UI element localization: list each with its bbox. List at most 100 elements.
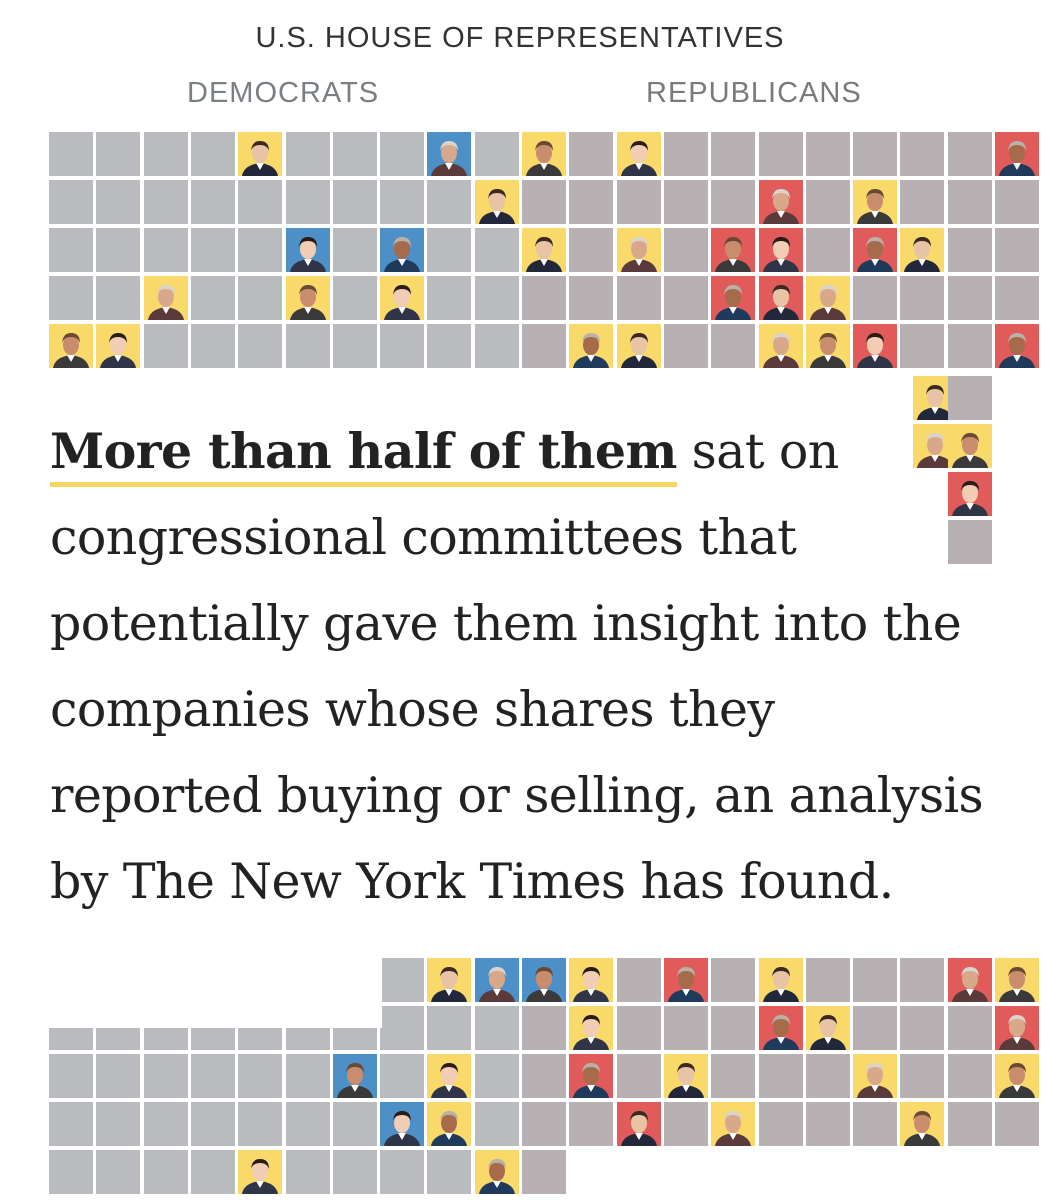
portrait-icon bbox=[616, 228, 661, 272]
text-backdrop bbox=[30, 372, 910, 892]
seat-empty bbox=[238, 1102, 283, 1146]
portrait-icon bbox=[427, 1102, 472, 1146]
seat-empty bbox=[995, 228, 1039, 272]
member-portrait bbox=[805, 1006, 850, 1050]
seat-empty bbox=[711, 1054, 756, 1098]
seat-empty bbox=[947, 180, 992, 224]
seat-empty bbox=[96, 132, 141, 176]
member-portrait bbox=[96, 324, 141, 368]
seat-empty bbox=[143, 1150, 188, 1194]
seat-empty bbox=[947, 132, 992, 176]
portrait-icon bbox=[805, 1006, 850, 1050]
seat-empty bbox=[711, 1006, 756, 1050]
seat-empty bbox=[805, 228, 850, 272]
portrait-icon bbox=[238, 132, 283, 176]
seat-empty bbox=[96, 180, 141, 224]
seat-empty bbox=[190, 324, 235, 368]
member-portrait bbox=[900, 228, 945, 272]
seat-empty bbox=[663, 1102, 708, 1146]
seat-empty bbox=[190, 228, 235, 272]
portrait-icon bbox=[285, 228, 330, 272]
seat-empty bbox=[569, 1102, 614, 1146]
seat-empty bbox=[900, 1006, 945, 1050]
seat-empty bbox=[663, 228, 708, 272]
seat-empty bbox=[96, 276, 141, 320]
seat-empty bbox=[427, 180, 472, 224]
portrait-icon bbox=[711, 1102, 756, 1146]
portrait-icon bbox=[569, 324, 614, 368]
member-portrait bbox=[427, 958, 472, 1002]
democrats-label: DEMOCRATS bbox=[187, 77, 380, 109]
seat-empty bbox=[427, 276, 472, 320]
member-portrait bbox=[663, 1054, 708, 1098]
portrait-icon bbox=[522, 132, 566, 176]
portrait-icon bbox=[758, 228, 803, 272]
seat-empty bbox=[474, 324, 519, 368]
member-portrait bbox=[711, 1102, 756, 1146]
member-portrait bbox=[995, 324, 1039, 368]
text-backdrop-lower bbox=[30, 880, 382, 1028]
portrait-icon bbox=[474, 1150, 519, 1194]
seat-empty bbox=[143, 324, 188, 368]
portrait-icon bbox=[711, 276, 756, 320]
member-portrait bbox=[616, 132, 661, 176]
member-portrait bbox=[758, 228, 803, 272]
portrait-icon bbox=[474, 180, 519, 224]
seat-empty bbox=[332, 1150, 377, 1194]
seat-empty bbox=[238, 228, 283, 272]
seat-empty bbox=[190, 1054, 235, 1098]
member-portrait bbox=[380, 276, 425, 320]
seat-empty bbox=[332, 276, 377, 320]
portrait-icon bbox=[995, 1054, 1039, 1098]
portrait-icon bbox=[569, 1054, 614, 1098]
member-portrait bbox=[758, 276, 803, 320]
portrait-icon bbox=[853, 1054, 898, 1098]
seat-empty bbox=[49, 1054, 93, 1098]
portrait-icon bbox=[758, 276, 803, 320]
member-portrait bbox=[900, 1102, 945, 1146]
seat-empty bbox=[380, 180, 425, 224]
seat-empty bbox=[143, 132, 188, 176]
member-portrait bbox=[805, 324, 850, 368]
seat-empty bbox=[947, 276, 992, 320]
portrait-icon bbox=[995, 958, 1039, 1002]
member-portrait bbox=[758, 958, 803, 1002]
member-portrait bbox=[663, 958, 708, 1002]
seat-empty bbox=[995, 1102, 1039, 1146]
member-portrait bbox=[616, 1102, 661, 1146]
seat-empty bbox=[995, 180, 1039, 224]
seat-empty bbox=[948, 376, 992, 420]
seat-empty bbox=[380, 958, 425, 1002]
portrait-icon bbox=[805, 324, 850, 368]
member-portrait bbox=[380, 1102, 425, 1146]
portrait-icon bbox=[474, 958, 519, 1002]
portrait-icon bbox=[758, 324, 803, 368]
seat-empty bbox=[332, 324, 377, 368]
seat-empty bbox=[853, 132, 898, 176]
portrait-icon bbox=[569, 958, 614, 1002]
seat-empty bbox=[947, 228, 992, 272]
portrait-icon bbox=[853, 228, 898, 272]
seat-empty bbox=[900, 180, 945, 224]
seat-empty bbox=[711, 132, 756, 176]
member-portrait bbox=[474, 958, 519, 1002]
portrait-icon bbox=[758, 1006, 803, 1050]
portrait-icon bbox=[616, 132, 661, 176]
seat-empty bbox=[522, 324, 566, 368]
seat-empty bbox=[900, 276, 945, 320]
member-portrait bbox=[853, 180, 898, 224]
seat-empty bbox=[900, 132, 945, 176]
seat-empty bbox=[758, 1102, 803, 1146]
member-portrait bbox=[238, 1150, 283, 1194]
member-portrait bbox=[948, 472, 992, 516]
headline-rest: sat on congressional committees that pot… bbox=[50, 423, 984, 910]
seat-empty bbox=[805, 132, 850, 176]
member-portrait bbox=[758, 324, 803, 368]
portrait-icon bbox=[948, 424, 992, 468]
portrait-icon bbox=[995, 324, 1039, 368]
seat-empty bbox=[427, 228, 472, 272]
seat-empty bbox=[663, 180, 708, 224]
portrait-icon bbox=[758, 180, 803, 224]
seat-empty bbox=[427, 1150, 472, 1194]
